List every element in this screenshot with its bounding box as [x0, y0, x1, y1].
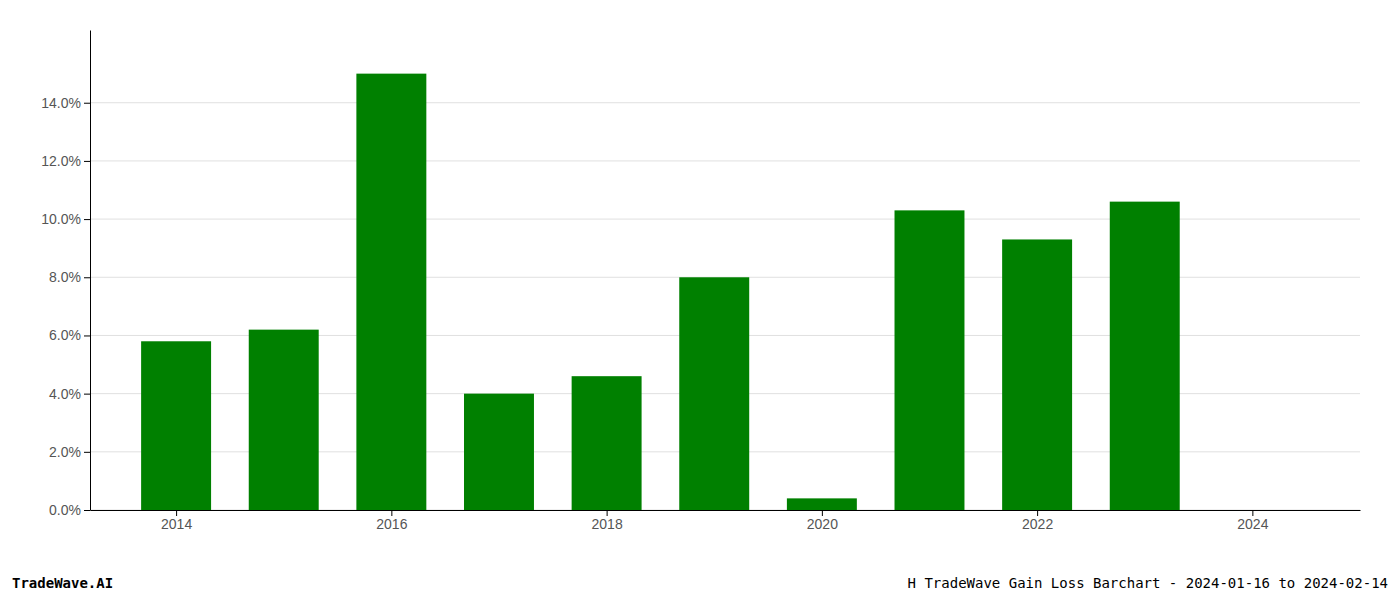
x-tick-label: 2024 [1237, 516, 1268, 532]
grid [90, 103, 1360, 510]
bar [895, 210, 965, 510]
y-tick-mark [84, 161, 90, 162]
y-tick-label: 4.0% [49, 386, 81, 402]
x-axis: 2014 2016 2018 2020 2022 2024 [91, 510, 1361, 532]
y-tick-label: 0.0% [49, 502, 81, 518]
y-tick-label: 12.0% [41, 153, 81, 169]
grid-line [90, 102, 1360, 103]
y-tick: 2.0% [49, 444, 90, 460]
bar [141, 341, 211, 510]
x-tick-label: 2020 [807, 516, 838, 532]
y-tick-label: 2.0% [49, 444, 81, 460]
bar [249, 330, 319, 510]
y-tick: 0.0% [49, 502, 90, 518]
x-tick-label: 2022 [1022, 516, 1053, 532]
bar [787, 498, 857, 510]
chart: 2014 2016 2018 2020 2022 2024 0.0% 2.0% 4.0% 6.0%… [0, 0, 1400, 600]
y-tick: 10.0% [41, 211, 90, 227]
footer-left: TradeWave.AI [12, 575, 113, 591]
y-tick: 6.0% [49, 327, 90, 343]
y-tick: 4.0% [49, 386, 90, 402]
y-tick-mark [84, 510, 90, 511]
y-axis: 0.0% 2.0% 4.0% 6.0% 8.0% 10.0% 12.0% 14.0% [41, 31, 90, 518]
y-tick-mark [84, 277, 90, 278]
x-tick: 2022 [1022, 510, 1053, 532]
y-tick-mark [84, 103, 90, 104]
x-tick: 2014 [161, 510, 192, 532]
y-tick-label: 10.0% [41, 211, 81, 227]
x-tick: 2018 [592, 510, 623, 532]
y-tick-label: 14.0% [41, 95, 81, 111]
y-tick-mark [84, 394, 90, 395]
y-tick-label: 8.0% [49, 269, 81, 285]
y-tick-label: 6.0% [49, 327, 81, 343]
bar [572, 376, 642, 510]
footer-right: H TradeWave Gain Loss Barchart - 2024-01… [908, 575, 1388, 591]
y-tick: 14.0% [41, 95, 90, 111]
bars [141, 74, 1180, 510]
bar [1110, 202, 1180, 510]
x-tick: 2024 [1237, 510, 1268, 532]
footer: TradeWave.AI H TradeWave Gain Loss Barcha… [12, 575, 1388, 591]
bar [356, 74, 426, 510]
y-axis-line [90, 31, 91, 511]
x-tick: 2020 [807, 510, 838, 532]
y-tick: 12.0% [41, 153, 90, 169]
y-tick-mark [84, 219, 90, 220]
x-tick-label: 2016 [376, 516, 407, 532]
x-tick: 2016 [376, 510, 407, 532]
x-tick-label: 2014 [161, 516, 192, 532]
bar [1002, 239, 1072, 510]
grid-line [90, 160, 1360, 161]
y-tick-mark [84, 335, 90, 336]
bar [464, 394, 534, 510]
bar [679, 277, 749, 510]
y-tick: 8.0% [49, 269, 90, 285]
x-tick-label: 2018 [592, 516, 623, 532]
y-tick-mark [84, 452, 90, 453]
x-axis-line [91, 510, 1361, 511]
